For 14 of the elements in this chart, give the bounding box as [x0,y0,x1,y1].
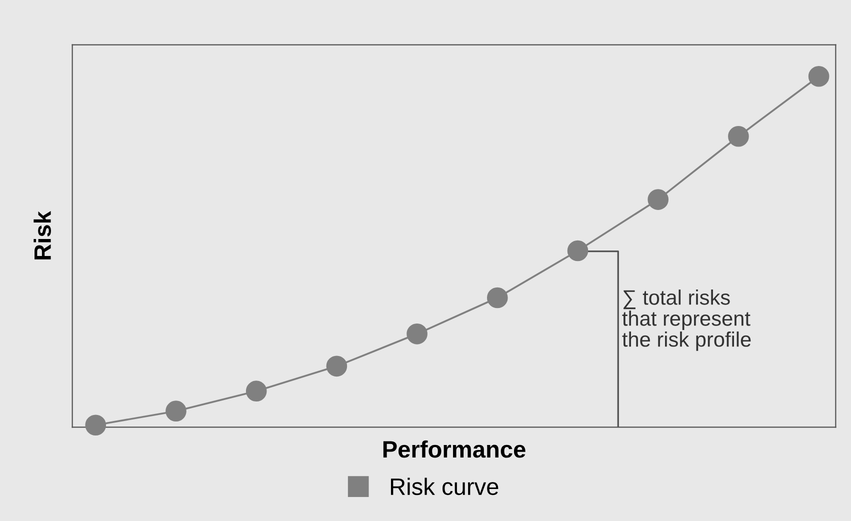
point [166,400,186,422]
point [648,189,669,210]
annotation: ∑ total risks that represent the risk profile [622,290,751,351]
point [406,323,428,344]
point [246,380,267,402]
point [567,240,588,262]
point [486,287,508,308]
point [808,66,830,87]
point [85,414,106,436]
y-axis-title: Risk [34,211,51,260]
x-axis-title: Performance [383,440,526,458]
point [326,356,348,377]
legend-label: Risk curve [390,478,498,496]
point [728,126,749,147]
